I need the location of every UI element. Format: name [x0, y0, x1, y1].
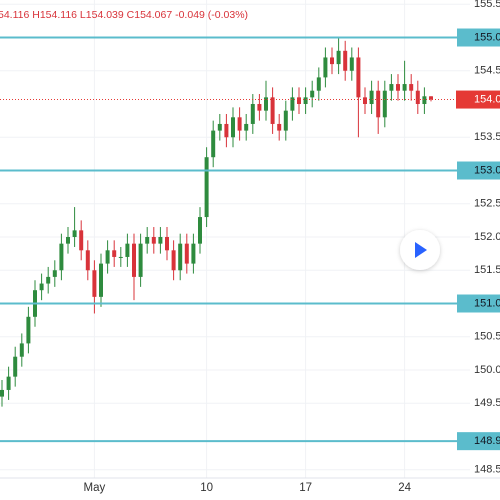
candle-body: [59, 243, 64, 271]
level-label: 155.0: [474, 31, 500, 43]
candle-body: [39, 283, 44, 291]
candle-body: [231, 117, 235, 138]
level-label-box: [457, 432, 500, 451]
y-tick-label: 150.5: [474, 331, 500, 343]
candle-body: [85, 250, 90, 271]
candle-body: [145, 237, 150, 244]
candle-body: [0, 389, 4, 397]
candle-body: [369, 90, 374, 105]
candle-body: [26, 316, 31, 344]
candle-body: [46, 276, 51, 284]
candle-body: [19, 343, 24, 357]
candle-body: [138, 243, 143, 277]
y-tick-label: 150.0: [474, 364, 500, 376]
candle-body: [402, 84, 407, 91]
y-tick-label: 154.5: [474, 65, 500, 77]
candle-body: [310, 90, 315, 98]
candle-body: [429, 96, 433, 100]
candle-body: [363, 97, 367, 105]
level-label-box: [457, 161, 500, 180]
level-label: 153.0: [474, 164, 500, 176]
candle-body: [72, 230, 77, 238]
last-price-label: 154.0: [474, 93, 500, 105]
candle-body: [409, 84, 414, 91]
candles: [0, 37, 433, 407]
candle-body: [79, 230, 84, 251]
ohlc-header: 54.116 H154.116 L154.039 C154.067 -0.049…: [0, 9, 248, 21]
candle-body: [396, 84, 400, 91]
candle-body: [244, 123, 249, 131]
candle-body: [184, 243, 189, 264]
x-tick-label: 24: [398, 482, 411, 494]
candle-body: [112, 250, 117, 257]
candle-body: [257, 104, 262, 111]
level-label-box: [457, 28, 500, 47]
candle-body: [422, 96, 427, 105]
candle-body: [151, 237, 156, 244]
candle-body: [191, 243, 196, 264]
candle-body: [277, 123, 282, 131]
candle-body: [158, 237, 163, 244]
candle-body: [250, 104, 255, 124]
candle-body: [6, 376, 11, 390]
candle-body: [92, 270, 97, 297]
candle-body: [415, 90, 420, 105]
candle-body: [343, 50, 348, 71]
candle-body: [118, 256, 123, 258]
candle-body: [204, 157, 209, 218]
candle-body: [330, 57, 334, 65]
candle-body: [389, 84, 394, 91]
candle-body: [376, 90, 381, 118]
y-tick-label: 149.5: [474, 397, 500, 409]
y-tick-label: 148.5: [474, 464, 500, 476]
candle-body: [297, 97, 301, 105]
play-button[interactable]: [400, 230, 440, 270]
candle-body: [165, 237, 169, 251]
level-label: 151.0: [474, 297, 500, 309]
candle-body: [237, 117, 242, 131]
candle-body: [178, 243, 183, 271]
candle-body: [283, 110, 288, 131]
candle-body: [66, 237, 70, 244]
candle-body: [290, 97, 295, 111]
y-tick-label: 152.0: [474, 231, 500, 243]
candle-body: [13, 356, 18, 377]
x-tick-label: May: [84, 482, 106, 494]
candle-body: [349, 57, 354, 71]
candle-body: [171, 250, 176, 271]
candle-body: [224, 123, 229, 138]
last-price-box: [456, 90, 500, 109]
candle-body: [52, 270, 57, 277]
candle-body: [382, 90, 387, 118]
candle-body: [336, 50, 341, 65]
candle-body: [264, 97, 268, 111]
play-icon[interactable]: [415, 242, 427, 258]
y-tick-label: 151.5: [474, 264, 500, 276]
candle-body: [132, 243, 136, 277]
candle-body: [198, 217, 202, 244]
candle-body: [323, 57, 328, 78]
candle-body: [217, 123, 222, 131]
candle-body: [316, 77, 321, 91]
y-tick-label: 155.5: [474, 0, 500, 10]
candle-body: [356, 57, 361, 98]
candle-body: [99, 263, 103, 297]
y-tick-label: 152.5: [474, 198, 500, 210]
level-label-box: [457, 294, 500, 313]
x-tick-label: 17: [299, 482, 312, 494]
overlays: 155.0 153.0 151.0 148.9 154.0: [0, 28, 500, 451]
level-label: 148.9: [474, 435, 500, 447]
candle-body: [211, 130, 216, 158]
candle-body: [125, 243, 130, 257]
candle-body: [105, 250, 110, 264]
x-tick-label: 10: [200, 482, 213, 494]
candle-body: [270, 97, 275, 124]
y-tick-label: 153.5: [474, 131, 500, 143]
candle-body: [303, 97, 308, 105]
